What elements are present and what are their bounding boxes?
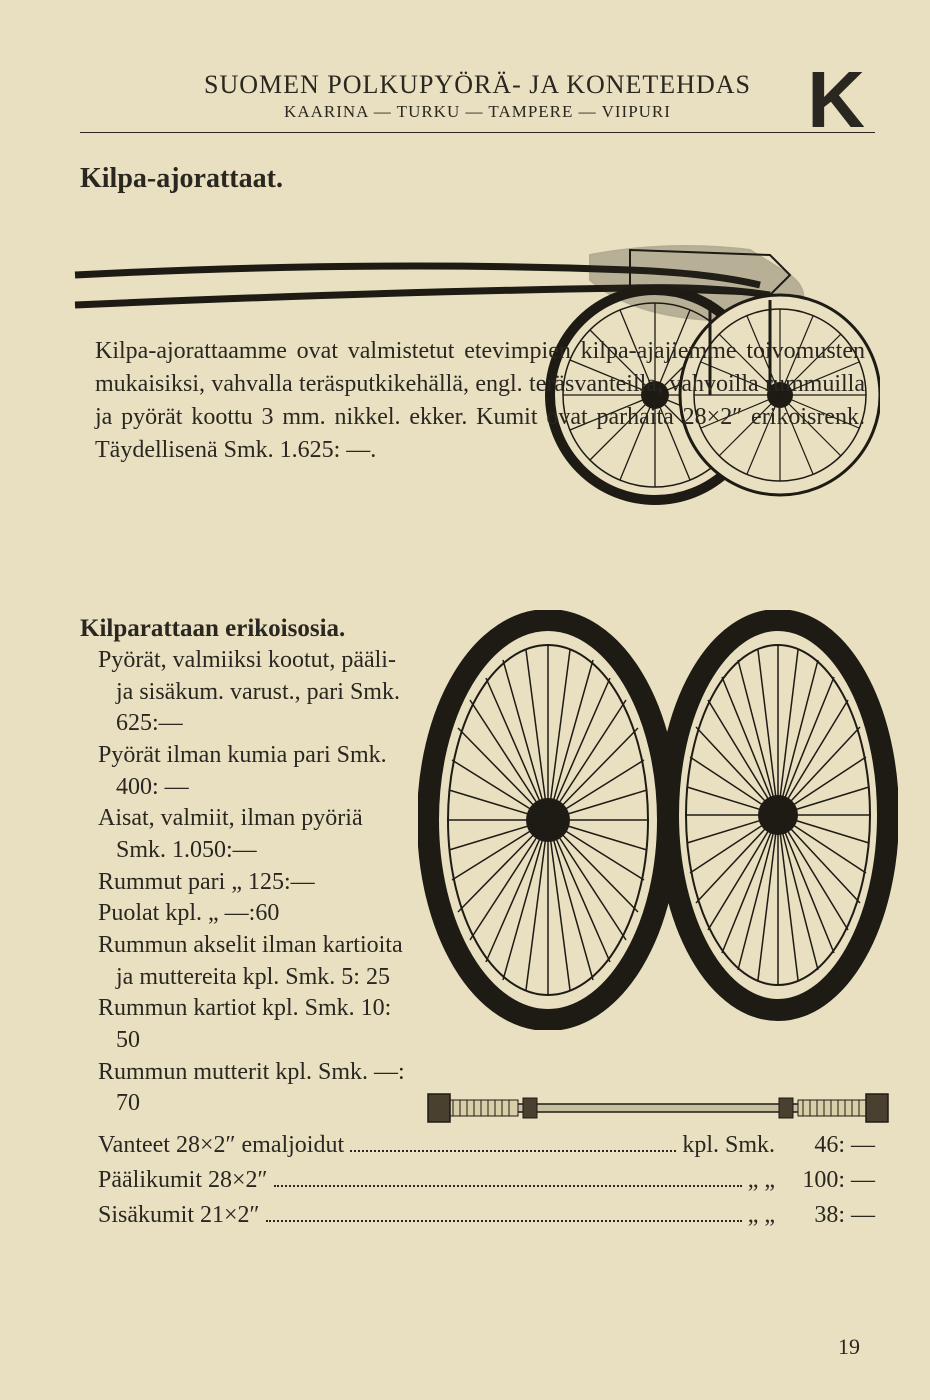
parts-columns: Pyörät, valmiiksi kootut, pääli- ja sisä… — [80, 645, 875, 1120]
wheels-illustration — [418, 610, 898, 1030]
bottom-price-list: Vanteet 28×2″ emaljoidut kpl. Smk. 46: —… — [80, 1128, 875, 1232]
header-rule — [80, 132, 875, 133]
price-value: 38: — — [785, 1198, 875, 1233]
parts-price-list: Pyörät, valmiiksi kootut, pääli- ja sisä… — [80, 645, 418, 1120]
page-number: 19 — [838, 1334, 860, 1360]
leader-dots — [266, 1219, 742, 1222]
axle-illustration — [418, 1080, 898, 1140]
racing-cart-description: Kilpa-ajorattaamme ovat valmistetut etev… — [95, 335, 865, 467]
corner-letter-icon: K — [807, 60, 865, 140]
list-item: Rummun mutterit kpl. Smk. —: 70 — [98, 1057, 418, 1120]
list-item: Pyörät ilman kumia pari Smk. 400: — — [98, 740, 418, 803]
price-row: Päälikumit 28×2″ „ „ 100: — — [98, 1163, 875, 1198]
list-item: Rummun kartiot kpl. Smk. 10: 50 — [98, 993, 418, 1056]
list-item: Aisat, valmiit, ilman pyöriä Smk. 1.050:… — [98, 803, 418, 866]
price-value: 100: — — [785, 1163, 875, 1198]
price-label: Päälikumit 28×2″ — [98, 1163, 268, 1198]
price-row: Sisäkumit 21×2″ „ „ 38: — — [98, 1198, 875, 1233]
racing-cart-block: Kilpa-ajorattaamme ovat valmistetut etev… — [80, 210, 875, 560]
header-title: SUOMEN POLKUPYÖRÄ- JA KONETEHDAS — [80, 70, 875, 100]
page-header: SUOMEN POLKUPYÖRÄ- JA KONETEHDAS KAARINA… — [80, 70, 875, 122]
leader-dots — [350, 1149, 676, 1152]
price-label: Sisäkumit 21×2″ — [98, 1198, 260, 1233]
list-item: Rummut pari „ 125:— — [98, 867, 418, 899]
list-item: Rummun akselit ilman kartioita ja mutter… — [98, 930, 418, 993]
price-label: Vanteet 28×2″ emaljoidut — [98, 1128, 344, 1163]
price-unit: „ „ — [748, 1198, 785, 1233]
spare-parts-block: Kilparattaan erikoisosia. Pyörät, valmii… — [80, 615, 875, 1232]
list-item: Pyörät, valmiiksi kootut, pääli- ja sisä… — [98, 645, 418, 740]
leader-dots — [274, 1184, 742, 1187]
price-unit: „ „ — [748, 1163, 785, 1198]
parts-illustrations — [418, 645, 875, 1120]
section-title-racing-cart: Kilpa-ajorattaat. — [80, 163, 875, 195]
list-item: Puolat kpl. „ —:60 — [98, 898, 418, 930]
header-subtitle: KAARINA — TURKU — TAMPERE — VIIPURI — [80, 102, 875, 122]
catalog-page: SUOMEN POLKUPYÖRÄ- JA KONETEHDAS KAARINA… — [0, 0, 930, 1400]
